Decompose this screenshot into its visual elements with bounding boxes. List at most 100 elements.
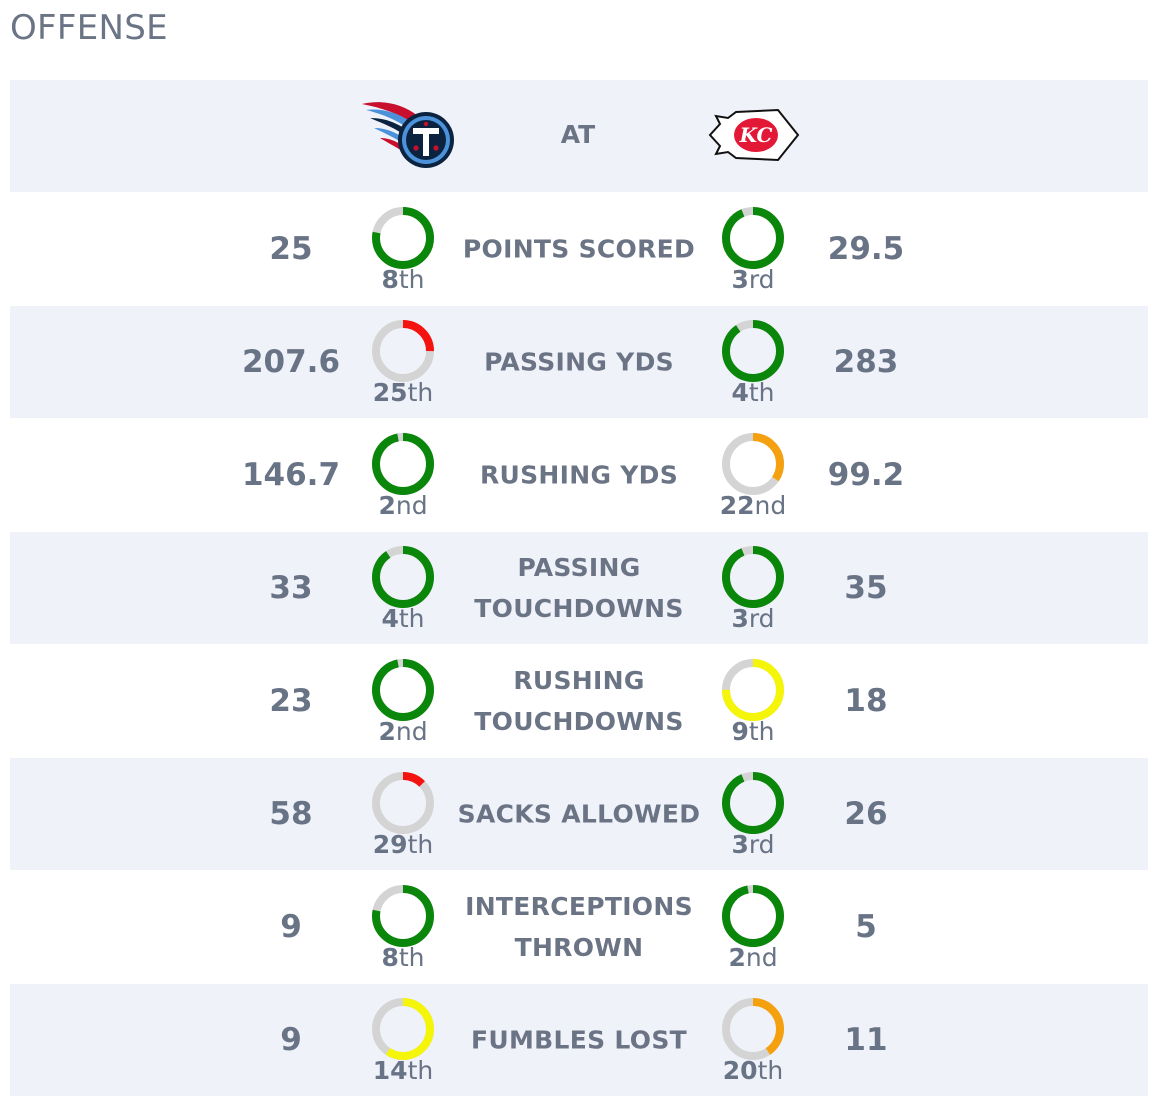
away-rank-gauge: [372, 885, 434, 947]
away-stat-value: 58: [269, 796, 313, 832]
home-rank-gauge: [722, 320, 784, 382]
away-rank-suffix: th: [398, 943, 425, 972]
away-stat-value: 33: [269, 570, 313, 606]
home-rank-gauge: [722, 998, 784, 1060]
stat-label: POINTS SCORED: [462, 234, 696, 264]
stat-row: 146.7 2nd RUSHING YDS 22nd 99.2: [10, 419, 1148, 531]
away-stat-value: 9: [280, 909, 302, 945]
stat-row: 9 8th INTERCEPTIONS THROWN 2nd 5: [10, 871, 1148, 983]
gauge-fill: [722, 772, 784, 834]
stat-label: FUMBLES LOST: [471, 1025, 687, 1055]
home-rank: 3rd: [703, 830, 803, 859]
away-rank-number: 8: [381, 265, 399, 294]
away-rank-gauge: [372, 998, 434, 1060]
away-rank: 8th: [353, 265, 453, 294]
gauge-fill: [372, 433, 434, 495]
stat-row: 9 14th FUMBLES LOST 20th 11: [10, 984, 1148, 1096]
home-stat-value: 99.2: [827, 457, 905, 493]
home-stat-value: 26: [844, 796, 888, 832]
stat-row: 33 4th PASSING TOUCHDOWNS 3rd 35: [10, 532, 1148, 644]
home-rank: 2nd: [703, 943, 803, 972]
home-rank-gauge: [722, 207, 784, 269]
home-rank-suffix: nd: [745, 943, 778, 972]
away-rank-suffix: th: [407, 378, 434, 407]
away-rank: 29th: [353, 830, 453, 859]
home-rank-suffix: th: [748, 717, 775, 746]
home-stat-value: 18: [844, 683, 888, 719]
home-rank-suffix: nd: [754, 491, 787, 520]
home-stat-value: 5: [855, 909, 877, 945]
gauge-fill: [372, 998, 434, 1060]
stat-label: RUSHING TOUCHDOWNS: [474, 666, 684, 736]
home-stat-value: 35: [844, 570, 888, 606]
gauge-fill: [372, 207, 434, 269]
away-stat-value: 146.7: [241, 457, 341, 493]
away-rank-number: 4: [381, 604, 399, 633]
gauge-fill: [722, 659, 784, 721]
gauge-fill: [722, 546, 784, 608]
home-rank-number: 3: [731, 265, 749, 294]
home-rank-number: 3: [731, 830, 749, 859]
gauge-fill: [372, 885, 434, 947]
home-rank: 3rd: [703, 265, 803, 294]
away-rank-number: 29: [372, 830, 408, 859]
away-rank-suffix: nd: [395, 491, 428, 520]
stat-label: RUSHING YDS: [479, 460, 679, 490]
stat-row: 23 2nd RUSHING TOUCHDOWNS 9th 18: [10, 645, 1148, 757]
away-rank: 14th: [353, 1056, 453, 1085]
offense-comparison-table: AT KC 25 8th POINTS SCORED 3rd 29.5 207.6 25th…: [10, 80, 1148, 1097]
gauge-fill: [722, 998, 784, 1060]
home-rank-gauge: [722, 772, 784, 834]
gauge-fill: [372, 546, 434, 608]
away-rank-gauge: [372, 433, 434, 495]
chiefs-logo-icon: KC: [708, 108, 800, 162]
home-rank-number: 22: [719, 491, 755, 520]
titans-logo-icon: [362, 102, 454, 168]
home-rank: 4th: [703, 378, 803, 407]
away-rank: 2nd: [353, 491, 453, 520]
home-rank-number: 3: [731, 604, 749, 633]
home-rank-suffix: rd: [748, 604, 775, 633]
home-rank: 9th: [703, 717, 803, 746]
away-rank: 25th: [353, 378, 453, 407]
stat-row: 207.6 25th PASSING YDS 4th 283: [10, 306, 1148, 418]
away-rank-suffix: th: [407, 830, 434, 859]
home-rank: 22nd: [703, 491, 803, 520]
stat-row: 25 8th POINTS SCORED 3rd 29.5: [10, 193, 1148, 305]
home-rank-suffix: th: [748, 378, 775, 407]
home-stat-value: 283: [833, 344, 899, 380]
away-rank-number: 2: [378, 491, 396, 520]
home-rank: 3rd: [703, 604, 803, 633]
away-rank-number: 14: [372, 1056, 408, 1085]
away-rank-number: 2: [378, 717, 396, 746]
home-rank-gauge: [722, 885, 784, 947]
stat-label: PASSING YDS: [484, 347, 674, 377]
gauge-fill: [372, 320, 434, 382]
home-rank-suffix: rd: [748, 830, 775, 859]
away-stat-value: 25: [269, 231, 313, 267]
away-rank-gauge: [372, 320, 434, 382]
gauge-fill: [722, 207, 784, 269]
home-rank-number: 4: [731, 378, 749, 407]
section-title: OFFENSE: [10, 8, 168, 48]
stat-row: 58 29th SACKS ALLOWED 3rd 26: [10, 758, 1148, 870]
away-stat-value: 23: [269, 683, 313, 719]
away-rank-suffix: th: [407, 1056, 434, 1085]
home-rank-suffix: th: [757, 1056, 784, 1085]
stat-label: PASSING TOUCHDOWNS: [474, 553, 684, 623]
home-rank: 20th: [703, 1056, 803, 1085]
away-stat-value: 207.6: [241, 344, 341, 380]
away-rank: 8th: [353, 943, 453, 972]
home-stat-value: 11: [844, 1022, 888, 1058]
away-rank-suffix: th: [398, 265, 425, 294]
away-rank-number: 8: [381, 943, 399, 972]
away-rank-suffix: th: [398, 604, 425, 633]
at-label: AT: [560, 120, 596, 149]
away-rank-suffix: nd: [395, 717, 428, 746]
svg-text:KC: KC: [739, 123, 773, 147]
gauge-fill: [722, 885, 784, 947]
home-rank-gauge: [722, 433, 784, 495]
away-rank: 4th: [353, 604, 453, 633]
gauge-fill: [722, 320, 784, 382]
away-rank-gauge: [372, 207, 434, 269]
